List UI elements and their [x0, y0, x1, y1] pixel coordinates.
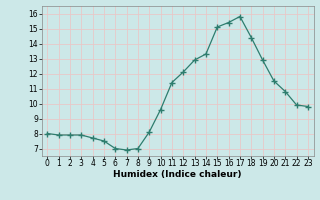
X-axis label: Humidex (Indice chaleur): Humidex (Indice chaleur)	[113, 170, 242, 179]
